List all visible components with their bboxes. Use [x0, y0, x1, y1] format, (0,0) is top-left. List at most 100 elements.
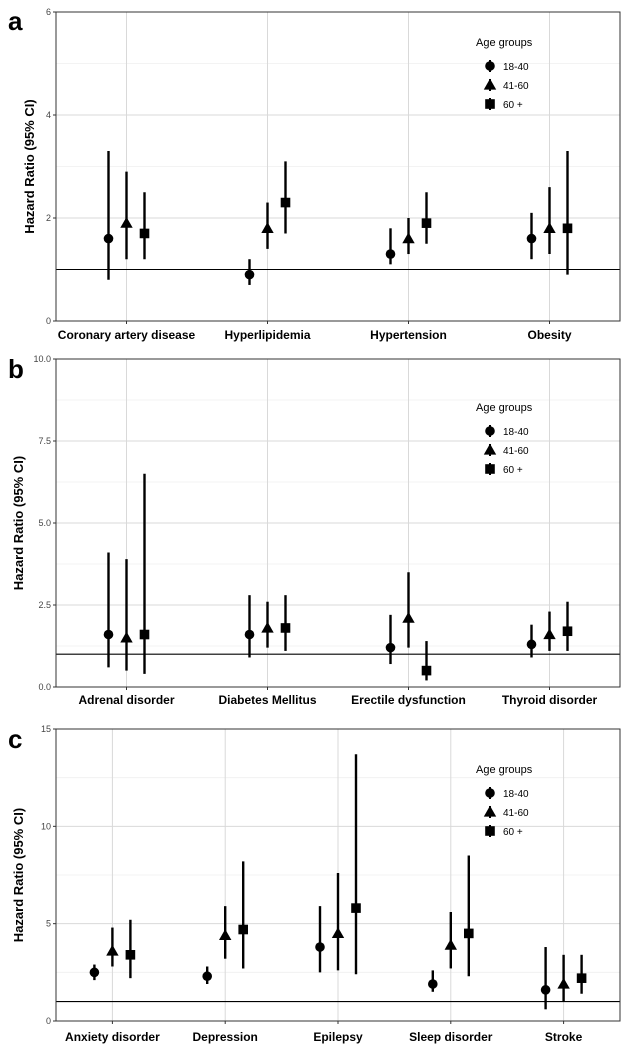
point-square — [576, 973, 587, 983]
legend-key-triangle — [483, 78, 497, 90]
legend-title: Age groups — [476, 37, 533, 49]
point-circle — [315, 942, 325, 952]
point-triangle — [402, 611, 415, 623]
y-tick-label: 0 — [46, 1016, 51, 1026]
legend-title: Age groups — [476, 402, 533, 414]
legend-key-circle — [485, 426, 495, 436]
point-square — [562, 626, 573, 637]
point-triangle — [444, 938, 457, 950]
legend: Age groups 18-40 41-60 60 + — [476, 402, 533, 476]
plot-border — [55, 11, 621, 322]
point-circle — [526, 233, 537, 244]
point-triangle — [219, 929, 232, 940]
legend-label: 41-60 — [503, 81, 529, 92]
panel-letter: a — [8, 6, 23, 36]
legend-label: 18-40 — [503, 789, 529, 800]
panel-a: 0 2 4 6 Coronary artery disease Hyperlipidemi… — [8, 6, 621, 342]
point-square — [464, 928, 474, 939]
y-tick-label: 10 — [41, 821, 51, 831]
category-label: Stroke — [545, 1030, 583, 1044]
legend-key-circle — [485, 788, 495, 798]
legend: Age groups 18-40 41-60 60 + — [476, 37, 533, 111]
y-tick-label: 5.0 — [38, 518, 51, 528]
point-square — [125, 950, 136, 960]
legend-key-circle — [485, 61, 495, 71]
panel-b: 0.0 2.5 5.0 7.5 10.0 Adrenal disorder Diabetes… — [8, 354, 621, 707]
category-label: Hyperlipidemia — [224, 328, 310, 342]
legend-key-square — [485, 99, 495, 109]
point-square — [238, 924, 248, 935]
point-circle — [385, 249, 396, 259]
category-label: Adrenal disorder — [78, 693, 174, 707]
point-circle — [526, 639, 537, 650]
legend-key-square — [485, 826, 495, 836]
y-tick-label: 0.0 — [38, 682, 51, 692]
legend-label: 60 + — [503, 100, 523, 111]
panel-letter: b — [8, 354, 24, 384]
category-label: Thyroid disorder — [502, 693, 598, 707]
category-label: Coronary artery disease — [58, 328, 196, 342]
legend-label: 41-60 — [503, 446, 529, 457]
legend-key-triangle — [483, 805, 497, 817]
y-tick-label: 15 — [41, 724, 51, 734]
point-circle — [103, 629, 114, 640]
legend-label: 18-40 — [503, 62, 529, 73]
point-circle — [385, 642, 396, 653]
category-label: Erectile dysfunction — [351, 693, 466, 707]
point-circle — [244, 269, 255, 280]
point-triangle — [557, 977, 570, 989]
point-circle — [89, 967, 100, 978]
legend-title: Age groups — [476, 764, 533, 776]
legend-label: 60 + — [503, 827, 523, 838]
point-triangle — [106, 944, 119, 956]
point-square — [280, 623, 291, 633]
point-triangle — [261, 621, 274, 633]
point-triangle — [543, 628, 556, 640]
legend-label: 60 + — [503, 465, 523, 476]
point-square — [351, 903, 361, 913]
point-circle — [202, 971, 212, 982]
legend-key-square — [485, 464, 495, 474]
point-square — [421, 665, 432, 676]
point-triangle — [120, 216, 133, 228]
point-circle — [428, 979, 438, 989]
point-circle — [244, 629, 255, 640]
legend-label: 41-60 — [503, 808, 529, 819]
point-triangle — [331, 927, 345, 939]
y-tick-label: 2 — [46, 213, 51, 223]
legend-label: 18-40 — [503, 427, 529, 438]
point-triangle — [402, 232, 415, 244]
point-square — [421, 218, 432, 228]
y-axis-label: Hazard Ratio (95% CI) — [22, 99, 37, 233]
point-square — [562, 223, 573, 234]
y-tick-label: 4 — [46, 110, 51, 120]
legend: Age groups 18-40 41-60 60 + — [476, 764, 533, 838]
legend-key-triangle — [483, 443, 497, 455]
panel-letter: c — [8, 724, 22, 754]
category-label: Diabetes Mellitus — [218, 693, 316, 707]
y-tick-label: 6 — [46, 7, 51, 17]
category-label: Anxiety disorder — [65, 1030, 160, 1044]
y-tick-label: 5 — [46, 919, 51, 929]
point-square — [139, 629, 150, 640]
category-label: Depression — [193, 1030, 258, 1044]
point-triangle — [543, 222, 556, 233]
point-square — [139, 228, 150, 239]
y-tick-label: 7.5 — [38, 436, 51, 446]
y-tick-label: 10.0 — [33, 354, 51, 364]
point-square — [280, 197, 291, 208]
category-label: Sleep disorder — [409, 1030, 493, 1044]
y-tick-label: 0 — [46, 316, 51, 326]
category-label: Epilepsy — [313, 1030, 363, 1044]
y-tick-label: 2.5 — [38, 600, 51, 610]
point-triangle — [261, 222, 274, 233]
point-circle — [540, 985, 551, 995]
category-label: Obesity — [527, 328, 571, 342]
panel-c: 0 5 10 15 Anxiety disorder Depression Epilepsy… — [8, 724, 621, 1044]
point-circle — [103, 233, 114, 244]
point-triangle — [120, 631, 133, 643]
y-axis-label: Hazard Ratio (95% CI) — [11, 456, 26, 590]
category-label: Hypertension — [370, 328, 447, 342]
y-axis-label: Hazard Ratio (95% CI) — [11, 808, 26, 942]
